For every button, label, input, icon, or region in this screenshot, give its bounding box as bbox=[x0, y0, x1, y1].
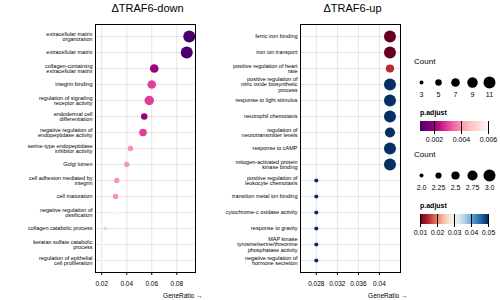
svg-text:3: 3 bbox=[420, 91, 424, 98]
svg-text:7: 7 bbox=[454, 91, 458, 98]
svg-text:2.75: 2.75 bbox=[466, 184, 480, 191]
svg-text:MAP kinasetyrosine/serine/thre: MAP kinasetyrosine/serine/threoninephosp… bbox=[237, 236, 297, 253]
svg-text:regulation ofneurotransmitter: regulation ofneurotransmitter levels bbox=[242, 127, 298, 139]
svg-text:mitogen-activated proteinkinas: mitogen-activated proteinkinase binding bbox=[236, 159, 298, 171]
svg-text:positive regulation ofleukocyt: positive regulation ofleukocyte chemotax… bbox=[245, 175, 298, 187]
svg-text:collagen-containingextracellul: collagen-containingextracellular matrix bbox=[45, 63, 93, 75]
svg-text:extracellular matrix: extracellular matrix bbox=[46, 49, 92, 55]
svg-text:0.036: 0.036 bbox=[350, 280, 367, 287]
svg-text:cell adhesion mediated byinteg: cell adhesion mediated byintegrin bbox=[29, 175, 93, 187]
svg-text:p.adjust: p.adjust bbox=[420, 109, 448, 117]
svg-text:negative regulation ofendopept: negative regulation ofendopeptidase acti… bbox=[38, 127, 93, 139]
svg-text:cytochrome-c oxidase activity: cytochrome-c oxidase activity bbox=[226, 209, 298, 215]
svg-text:keratan sulfate catabolicproce: keratan sulfate catabolicprocess bbox=[33, 239, 93, 251]
svg-text:extracellular matrixorganizati: extracellular matrixorganization bbox=[46, 31, 92, 43]
svg-text:0.04: 0.04 bbox=[465, 229, 479, 236]
svg-text:5: 5 bbox=[437, 91, 441, 98]
svg-text:p.adjust: p.adjust bbox=[420, 202, 448, 210]
svg-text:regulation of epithelialcell p: regulation of epithelialcell proliferati… bbox=[39, 255, 93, 267]
svg-text:0.08: 0.08 bbox=[170, 280, 183, 287]
svg-text:0.05: 0.05 bbox=[482, 229, 496, 236]
svg-text:0.028: 0.028 bbox=[308, 280, 325, 287]
svg-text:endodermal celldifferentiation: endodermal celldifferentiation bbox=[54, 111, 93, 123]
svg-text:collagen catabolic process: collagen catabolic process bbox=[28, 225, 93, 231]
svg-text:0.006: 0.006 bbox=[480, 136, 498, 143]
svg-text:positive regulation of heartra: positive regulation of heartrate bbox=[233, 63, 298, 75]
svg-text:2.5: 2.5 bbox=[451, 184, 461, 191]
svg-text:0.032: 0.032 bbox=[329, 280, 346, 287]
svg-text:GeneRatio →: GeneRatio → bbox=[163, 292, 202, 299]
svg-text:9: 9 bbox=[471, 91, 475, 98]
svg-text:0.04: 0.04 bbox=[373, 280, 386, 287]
svg-text:11: 11 bbox=[486, 91, 493, 98]
svg-text:serine-type endopeptidaseinhib: serine-type endopeptidaseinhibitor activ… bbox=[28, 143, 93, 154]
svg-text:0.004: 0.004 bbox=[453, 136, 471, 143]
svg-text:negative regulation ofhormone: negative regulation ofhormone secretion bbox=[245, 255, 298, 267]
svg-text:negative regulation ofossifica: negative regulation ofossification bbox=[40, 207, 93, 219]
svg-text:2.25: 2.25 bbox=[432, 184, 446, 191]
svg-text:3.0: 3.0 bbox=[485, 184, 495, 191]
svg-text:0.01: 0.01 bbox=[414, 229, 428, 236]
svg-text:0.002: 0.002 bbox=[426, 136, 444, 143]
svg-text:regulation of signalingrecepto: regulation of signalingreceptor activity bbox=[39, 95, 93, 107]
svg-text:0.04: 0.04 bbox=[120, 280, 133, 287]
html-text:ΔTRAF6-up: ΔTRAF6-up bbox=[323, 2, 382, 14]
html-text:Count: Count bbox=[414, 150, 436, 159]
svg-text:transition metal ion binding: transition metal ion binding bbox=[232, 193, 297, 199]
html-text:ΔTRAF6-down: ΔTRAF6-down bbox=[111, 2, 184, 14]
svg-text:0.02: 0.02 bbox=[95, 280, 108, 287]
svg-text:positive regulation ofnitric o: positive regulation ofnitric oxide biosy… bbox=[241, 76, 298, 93]
svg-text:Golgi lumen: Golgi lumen bbox=[63, 161, 92, 167]
svg-text:response to light stimulus: response to light stimulus bbox=[235, 97, 297, 103]
svg-text:0.06: 0.06 bbox=[145, 280, 158, 287]
svg-text:2.0: 2.0 bbox=[417, 184, 427, 191]
svg-text:0.03: 0.03 bbox=[448, 229, 462, 236]
svg-text:iron ion transport: iron ion transport bbox=[256, 49, 298, 55]
svg-text:ferric iron binding: ferric iron binding bbox=[255, 33, 297, 39]
svg-text:0.02: 0.02 bbox=[431, 229, 445, 236]
svg-text:neutrophil chemotaxis: neutrophil chemotaxis bbox=[244, 113, 298, 119]
html-text:Count: Count bbox=[414, 57, 436, 66]
svg-text:response to cAMP: response to cAMP bbox=[253, 145, 298, 151]
svg-text:integrin binding: integrin binding bbox=[55, 81, 92, 87]
svg-text:GeneRatio →: GeneRatio → bbox=[368, 292, 407, 299]
svg-text:response to gravity: response to gravity bbox=[251, 225, 298, 231]
svg-text:cell maturation: cell maturation bbox=[57, 193, 93, 199]
